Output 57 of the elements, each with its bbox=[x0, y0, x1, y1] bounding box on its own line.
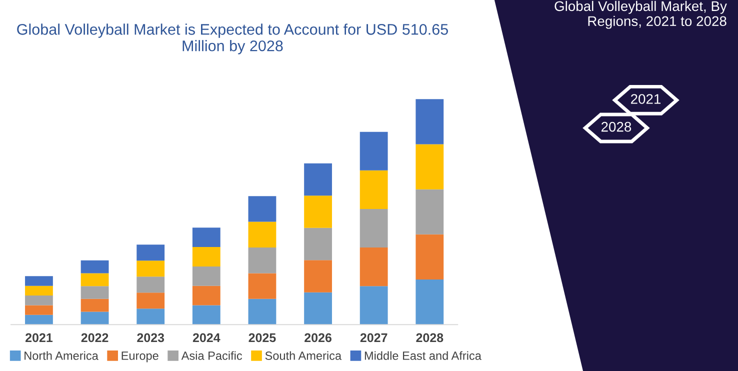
bar bbox=[80, 260, 109, 274]
bar bbox=[304, 228, 332, 260]
legend-label: Middle East and Africa bbox=[364, 351, 482, 360]
legend-label: Europe bbox=[122, 352, 158, 362]
bar bbox=[248, 222, 276, 248]
bar bbox=[360, 132, 388, 170]
x-tick-label: 2027 bbox=[360, 333, 388, 342]
bar bbox=[248, 298, 276, 325]
bar bbox=[416, 99, 444, 144]
chart-title: Global Volleyball Market is Expected to Account for USD 510.65 Million by 2028 bbox=[17, 24, 448, 54]
bar bbox=[416, 280, 444, 325]
text: 2021 bbox=[631, 94, 661, 104]
bar bbox=[136, 244, 165, 261]
bar bbox=[416, 234, 444, 280]
bar bbox=[25, 314, 53, 325]
bar bbox=[416, 144, 444, 190]
bar bbox=[80, 273, 109, 286]
bar bbox=[25, 296, 53, 306]
bar bbox=[25, 305, 53, 315]
legend-label: South America bbox=[265, 351, 342, 360]
bar bbox=[192, 266, 220, 286]
bar bbox=[80, 286, 109, 299]
legend-label: Asia Pacific bbox=[181, 351, 242, 360]
x-tick-label: 2023 bbox=[137, 333, 164, 342]
x-tick-label: 2028 bbox=[416, 333, 444, 342]
bar bbox=[192, 305, 220, 325]
bar bbox=[248, 273, 276, 299]
bar bbox=[360, 170, 388, 209]
bar bbox=[136, 276, 165, 293]
bar bbox=[360, 286, 388, 325]
x-tick-label: 2022 bbox=[81, 333, 108, 342]
bar bbox=[25, 276, 53, 286]
bar bbox=[192, 247, 220, 266]
bar bbox=[304, 196, 332, 228]
bar bbox=[416, 189, 444, 234]
bar bbox=[304, 163, 332, 196]
x-tick-label: 2026 bbox=[304, 333, 332, 342]
text: 2028 bbox=[601, 122, 632, 132]
bar bbox=[360, 208, 388, 248]
bar bbox=[136, 308, 165, 325]
bar bbox=[304, 260, 332, 292]
bar bbox=[248, 196, 276, 222]
bar bbox=[248, 248, 276, 274]
text: Global Volleyball Market, By Regions, 2021 to 2028 bbox=[554, 0, 727, 29]
bar bbox=[304, 292, 332, 325]
bar bbox=[136, 292, 165, 309]
x-tick-label: 2021 bbox=[26, 333, 53, 342]
bar bbox=[136, 260, 165, 277]
bar bbox=[25, 286, 53, 296]
legend-label: North America bbox=[24, 351, 98, 360]
x-tick-label: 2025 bbox=[248, 333, 276, 342]
bar bbox=[192, 286, 220, 306]
bar bbox=[80, 298, 109, 312]
x-tick-label: 2024 bbox=[192, 333, 220, 342]
bar bbox=[360, 248, 388, 286]
bar bbox=[80, 312, 109, 325]
bar bbox=[192, 228, 220, 248]
